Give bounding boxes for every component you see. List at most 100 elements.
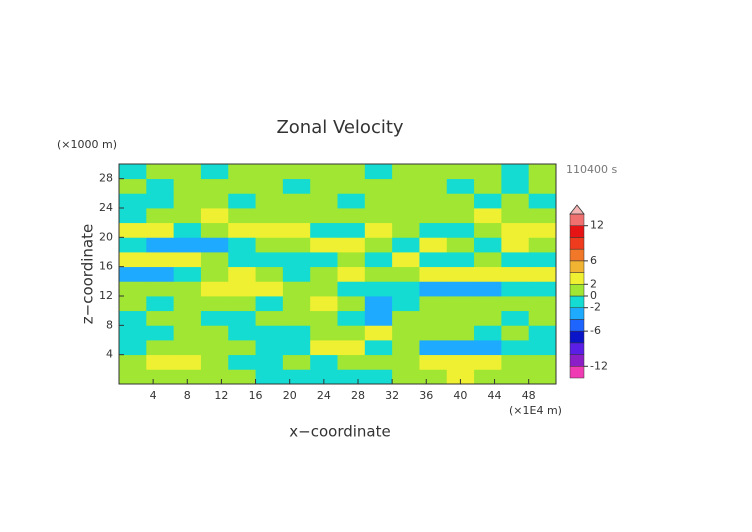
heat-cell xyxy=(364,222,393,238)
colorbar-label: 12 xyxy=(590,219,604,232)
heat-cell xyxy=(255,193,284,209)
heat-cell xyxy=(528,281,557,297)
heat-cell xyxy=(146,252,175,268)
heat-cell xyxy=(173,208,202,224)
heat-cell xyxy=(419,296,448,312)
heat-cell xyxy=(528,369,557,385)
heat-cell xyxy=(282,164,311,180)
colorbar-box xyxy=(569,366,585,379)
colorbar-box xyxy=(569,354,585,367)
heat-cell xyxy=(501,354,530,370)
heat-cell xyxy=(364,178,393,194)
heat-cell xyxy=(446,325,475,341)
y-tick-label: 20 xyxy=(99,230,113,243)
plot-frame xyxy=(118,163,557,385)
y-unit-label: (×1000 m) xyxy=(57,138,117,151)
heat-cell xyxy=(310,369,338,385)
heat-cell xyxy=(228,178,256,194)
heat-cell xyxy=(119,296,147,312)
heat-cell xyxy=(501,281,530,297)
heat-cell xyxy=(501,310,530,326)
heat-cell xyxy=(501,252,530,268)
heat-cell xyxy=(501,164,530,180)
heat-cell xyxy=(310,164,338,180)
heat-cell xyxy=(337,369,366,385)
heat-cell xyxy=(364,193,393,209)
colorbar-box xyxy=(569,248,585,262)
heat-cell xyxy=(501,178,530,194)
heat-cell xyxy=(228,252,256,268)
heat-cell xyxy=(392,237,420,253)
heat-cell xyxy=(364,208,393,224)
heat-cell xyxy=(446,340,475,356)
x-tick-label: 32 xyxy=(385,389,399,402)
heat-cell xyxy=(337,237,366,253)
heat-cell xyxy=(173,237,202,253)
heat-cell xyxy=(282,369,311,385)
heat-cell xyxy=(474,178,502,194)
colorbar-box xyxy=(569,307,585,320)
heat-cell xyxy=(282,252,311,268)
heat-cell xyxy=(119,340,147,356)
heat-cell xyxy=(419,193,448,209)
heat-cell xyxy=(392,340,420,356)
heat-cell xyxy=(528,354,557,370)
heat-cell xyxy=(419,281,448,297)
x-tick-label: 44 xyxy=(488,389,502,402)
heat-cell xyxy=(119,222,147,238)
y-axis-label: z−coordinate xyxy=(79,224,97,324)
heat-cell xyxy=(528,310,557,326)
x-tick-label: 16 xyxy=(249,389,263,402)
heat-cell xyxy=(392,193,420,209)
heat-cell xyxy=(528,266,557,282)
heat-cell xyxy=(173,266,202,282)
heat-cell xyxy=(474,252,502,268)
colorbar-box xyxy=(569,319,585,332)
heat-cell xyxy=(255,266,284,282)
heat-cell xyxy=(474,296,502,312)
y-tick-label: 24 xyxy=(99,201,113,214)
heat-cell xyxy=(282,193,311,209)
heat-cell xyxy=(228,340,256,356)
heat-cell xyxy=(501,369,530,385)
heat-cell xyxy=(528,164,557,180)
heat-cell xyxy=(228,325,256,341)
heat-cell xyxy=(200,310,229,326)
heat-cell xyxy=(119,252,147,268)
heat-cell xyxy=(501,325,530,341)
heat-cell xyxy=(392,325,420,341)
heat-cell xyxy=(255,178,284,194)
heat-cell xyxy=(255,252,284,268)
heat-cell xyxy=(392,296,420,312)
heat-cell xyxy=(282,296,311,312)
heat-cell xyxy=(173,340,202,356)
heat-cell xyxy=(337,296,366,312)
heat-cell xyxy=(528,237,557,253)
heat-cell xyxy=(310,266,338,282)
heat-cell xyxy=(310,178,338,194)
heat-cell xyxy=(364,252,393,268)
heat-cell xyxy=(146,178,175,194)
heat-cell xyxy=(474,281,502,297)
heat-cell xyxy=(200,252,229,268)
heat-cell xyxy=(228,369,256,385)
heat-cell xyxy=(146,208,175,224)
colorbar-box xyxy=(569,295,585,308)
heat-cell xyxy=(119,325,147,341)
heat-cell xyxy=(337,164,366,180)
heat-cell xyxy=(419,354,448,370)
heat-cell xyxy=(173,252,202,268)
colorbar-label: -2 xyxy=(590,301,601,314)
heat-cell xyxy=(419,325,448,341)
heat-cell xyxy=(255,296,284,312)
heat-cell xyxy=(200,296,229,312)
heat-cell xyxy=(474,325,502,341)
heat-cell xyxy=(528,208,557,224)
x-tick-label: 36 xyxy=(419,389,433,402)
heat-cell xyxy=(200,325,229,341)
colorbar-label: -6 xyxy=(590,324,601,337)
heat-cell xyxy=(200,178,229,194)
colorbar-box xyxy=(569,213,585,226)
y-tick-label: 8 xyxy=(106,318,113,331)
